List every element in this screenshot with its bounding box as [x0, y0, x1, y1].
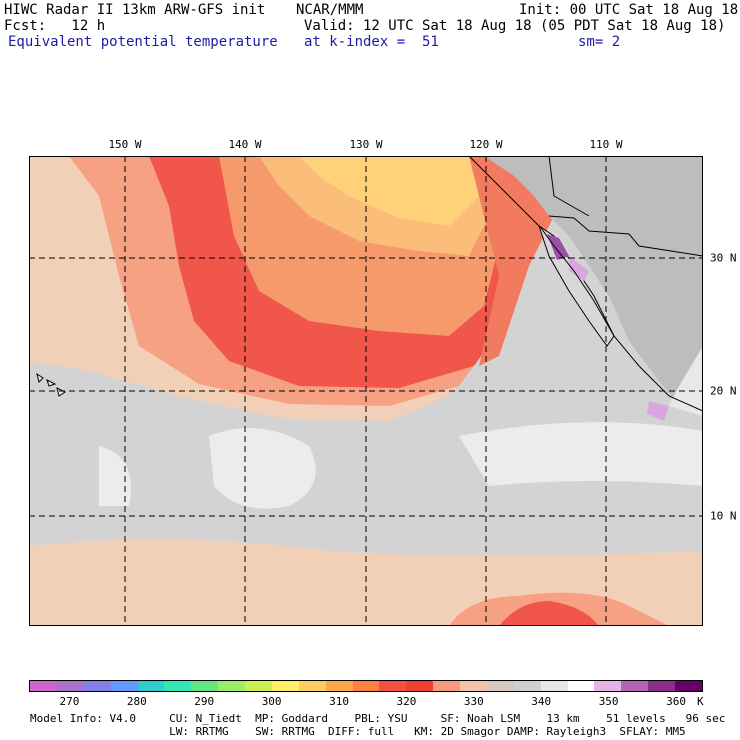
colorbar-tick-label: 300: [261, 695, 282, 708]
yellow-core: [299, 156, 479, 226]
colorbar-swatch: [513, 681, 541, 691]
state-border: [548, 156, 590, 217]
colorbar-tick-label: 340: [531, 695, 552, 708]
colorbar-swatch: [137, 681, 165, 691]
colorbar-swatch: [191, 681, 219, 691]
colorbar-swatch: [325, 681, 353, 691]
lon-label-140w: 140 W: [228, 138, 262, 151]
colorbar-swatch: [594, 681, 622, 691]
lat-lon-grid: [29, 156, 703, 626]
colorbar: [29, 680, 703, 692]
colorbar-tick-label: 270: [59, 695, 80, 708]
coastal-red-strip: [469, 156, 554, 366]
lon-label-130w: 130 W: [349, 138, 383, 151]
colorbar-swatch: [30, 681, 57, 691]
lon-label-120w: 120 W: [469, 138, 503, 151]
colorbar-swatch: [298, 681, 326, 691]
colorbar-tick-label: 310: [329, 695, 349, 708]
colorbar-swatch: [567, 681, 595, 691]
colorbar-swatch: [406, 681, 434, 691]
valid-time: Valid: 12 UTC Sat 18 Aug 18 (05 PDT Sat …: [304, 18, 726, 34]
colorbar-swatch: [621, 681, 649, 691]
forecast-hour: Fcst: 12 h: [4, 18, 106, 34]
colorbar-swatch: [486, 681, 514, 691]
colorbar-tick-label: 290: [194, 695, 215, 708]
lon-label-110w: 110 W: [589, 138, 623, 151]
lavender-patch-south: [647, 401, 669, 421]
lat-label-10n: 10 N: [710, 509, 737, 523]
model-info-line1: Model Info: V4.0 CU: N_Tiedt MP: Goddard…: [30, 712, 726, 725]
colorbar-swatch: [83, 681, 111, 691]
colorbar-tick-label: 360: [666, 695, 686, 708]
lat-label-20n: 20 N: [710, 384, 737, 398]
colorbar-tick-label: 320: [396, 695, 417, 708]
colorbar-swatch: [675, 681, 702, 691]
colorbar-swatch: [648, 681, 675, 691]
colorbar-swatch: [271, 681, 299, 691]
institution-label: NCAR/MMM: [296, 2, 364, 18]
colorbar-swatch: [56, 681, 84, 691]
smoothing-label: sm= 2: [578, 34, 621, 50]
colorbar-swatch: [540, 681, 568, 691]
lavender-patch: [569, 256, 589, 281]
colorbar-swatch: [460, 681, 487, 691]
field-name: Equivalent potential temperature: [8, 34, 278, 50]
colorbar-tick-label: 280: [126, 695, 147, 708]
light-ocean-patch-east: [459, 422, 703, 486]
light-ocean-patch: [209, 428, 316, 509]
map-frame: [29, 156, 703, 626]
theta-e-map: [29, 156, 703, 626]
colorbar-tick-label: 330: [463, 695, 484, 708]
mexico-coast: [669, 346, 703, 416]
colorbar-swatch: [164, 681, 192, 691]
colorbar-swatch: [110, 681, 138, 691]
model-title: HIWC Radar II 13km ARW-GFS init: [4, 2, 266, 18]
colorbar-swatch: [352, 681, 380, 691]
colorbar-swatch: [245, 681, 272, 691]
hawaii-islands: [36, 372, 66, 397]
colorbar-swatch: [218, 681, 245, 691]
lat-label-30n: 30 N: [710, 251, 737, 265]
purple-highland: [547, 234, 569, 260]
colorbar-swatch: [379, 681, 407, 691]
western-light-patch: [99, 446, 131, 506]
colorbar-unit: K: [697, 695, 704, 708]
colorbar-tick-label: 350: [598, 695, 619, 708]
land-mass: [484, 156, 703, 416]
lon-label-150w: 150 W: [108, 138, 142, 151]
us-border: [548, 215, 703, 257]
colorbar-swatch: [433, 681, 460, 691]
model-info-line2: LW: RRTMG SW: RRTMG DIFF: full KM: 2D Sm…: [30, 725, 686, 738]
k-index-label: at k-index = 51: [304, 34, 439, 50]
south-red: [499, 601, 599, 626]
init-time: Init: 00 UTC Sat 18 Aug 18: [519, 2, 739, 18]
